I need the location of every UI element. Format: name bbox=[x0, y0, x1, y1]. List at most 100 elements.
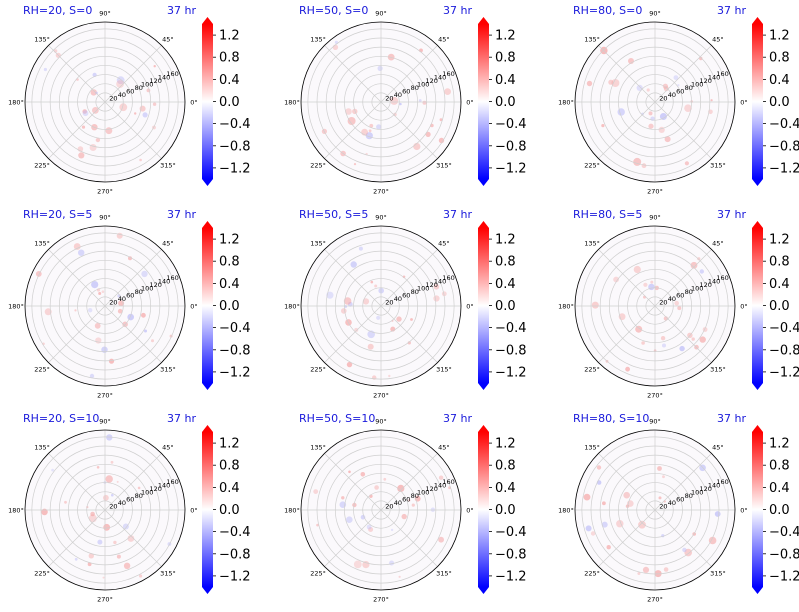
radial-tick-label: 160 bbox=[166, 274, 178, 282]
angle-tick-label: 90° bbox=[375, 418, 387, 426]
polar-frame bbox=[574, 225, 736, 387]
field-patch bbox=[425, 131, 431, 137]
radial-tick-label: 80 bbox=[685, 288, 693, 296]
colorbar-tick-label: −0.4 bbox=[769, 525, 799, 540]
radial-tick-label: 140 bbox=[158, 74, 170, 82]
radial-tick-label: 120 bbox=[149, 77, 161, 85]
angle-tick-label: 180° bbox=[284, 99, 300, 107]
angle-tick-label: 90° bbox=[99, 214, 111, 222]
angular-gridline bbox=[598, 509, 656, 567]
field-patch bbox=[602, 501, 606, 506]
radial-tick-label: 120 bbox=[699, 485, 711, 493]
field-patch bbox=[88, 514, 97, 523]
colorbar-tick-label: −0.4 bbox=[769, 321, 799, 336]
field-patch bbox=[628, 58, 634, 64]
panel-time-label: 37 hr bbox=[443, 208, 472, 221]
angle-tick-label: 180° bbox=[8, 99, 24, 107]
colorbar bbox=[478, 24, 489, 179]
radial-tick-label: 20 bbox=[109, 503, 117, 511]
colorbar-tick-label: 0.0 bbox=[495, 299, 516, 314]
colorbar-tick-label: −0.4 bbox=[769, 117, 799, 132]
radial-tick-label: 140 bbox=[708, 278, 720, 286]
radial-tick-label: 160 bbox=[442, 478, 454, 486]
field-patch bbox=[396, 316, 402, 322]
field-patch bbox=[103, 523, 111, 531]
angular-gridline bbox=[380, 249, 438, 307]
colorbar-extend-max bbox=[478, 425, 489, 432]
field-patch bbox=[674, 300, 679, 306]
colorbar-tick-label: −0.8 bbox=[769, 547, 799, 562]
colorbar-tick-label: −0.4 bbox=[495, 321, 527, 336]
angle-tick-label: 135° bbox=[584, 36, 600, 44]
field-patch bbox=[366, 524, 372, 530]
angle-tick-label: 225° bbox=[34, 365, 50, 373]
field-patch bbox=[677, 306, 682, 311]
field-patch bbox=[646, 88, 650, 92]
angle-tick-label: 270° bbox=[373, 188, 389, 196]
colorbar-tick-label: −1.2 bbox=[495, 365, 527, 380]
field-patch bbox=[353, 560, 362, 569]
field-patch bbox=[74, 309, 77, 312]
field-patch bbox=[679, 345, 685, 352]
field-patch bbox=[658, 496, 662, 500]
angular-gridline bbox=[104, 305, 162, 363]
field-patch bbox=[623, 491, 630, 499]
radial-tick-label: 20 bbox=[385, 503, 393, 511]
radial-tick-label: 80 bbox=[411, 492, 419, 500]
field-patch bbox=[369, 123, 374, 128]
polar-panel: RH=20, S=10 37 hr 90° 45° 0° 315° 270° 225° 180°… bbox=[8, 412, 250, 604]
radial-tick-label: 40 bbox=[118, 295, 126, 303]
field-patch bbox=[677, 84, 680, 87]
angle-tick-label: 0° bbox=[190, 303, 197, 311]
angular-gridline bbox=[380, 509, 438, 567]
angle-tick-label: 315° bbox=[436, 161, 452, 169]
angular-gridline bbox=[598, 305, 656, 363]
colorbar-tick-label: 0.4 bbox=[495, 481, 516, 496]
colorbar-tick-label: −0.8 bbox=[219, 343, 251, 358]
field-patch bbox=[596, 465, 602, 470]
radial-tick-label: 60 bbox=[402, 292, 410, 300]
field-patch bbox=[636, 84, 643, 91]
angle-tick-label: 135° bbox=[34, 444, 50, 452]
colorbar bbox=[752, 432, 763, 587]
angle-tick-label: 270° bbox=[97, 392, 113, 400]
angle-tick-label: 270° bbox=[97, 596, 113, 604]
field-patch bbox=[113, 540, 117, 545]
angular-gridline bbox=[104, 509, 162, 567]
angle-tick-label: 315° bbox=[160, 365, 176, 373]
angle-tick-label: 45° bbox=[162, 444, 174, 452]
colorbar-extend-min bbox=[478, 587, 489, 594]
radial-tick-label: 120 bbox=[425, 77, 437, 85]
field-patch bbox=[585, 525, 592, 532]
angle-tick-label: 180° bbox=[558, 507, 574, 515]
field-patch bbox=[74, 557, 78, 561]
angle-tick-label: 315° bbox=[710, 569, 726, 577]
field-patch bbox=[116, 80, 124, 88]
angle-tick-label: 180° bbox=[558, 303, 574, 311]
radial-tick-label: 140 bbox=[158, 482, 170, 490]
field-patch bbox=[662, 343, 666, 348]
field-patch bbox=[590, 531, 596, 536]
field-patch bbox=[625, 366, 630, 372]
colorbar-tick-label: −0.8 bbox=[495, 139, 527, 154]
field-patch bbox=[169, 334, 173, 338]
field-patch bbox=[383, 477, 387, 481]
radial-tick-label: 140 bbox=[708, 74, 720, 82]
field-patch bbox=[374, 485, 379, 490]
field-patch bbox=[601, 124, 605, 128]
radial-tick-label: 140 bbox=[158, 278, 170, 286]
angle-tick-label: 135° bbox=[310, 444, 326, 452]
angular-gridline bbox=[380, 305, 438, 363]
field-patch bbox=[433, 284, 440, 290]
angle-tick-label: 135° bbox=[310, 240, 326, 248]
field-patch bbox=[388, 374, 391, 378]
field-patch bbox=[633, 157, 642, 166]
colorbar-extend-min bbox=[202, 383, 213, 390]
radial-tick-label: 140 bbox=[434, 74, 446, 82]
field-patch bbox=[90, 89, 97, 96]
field-patch bbox=[321, 128, 327, 134]
colorbar-extend-min bbox=[202, 179, 213, 186]
colorbar-tick-label: 0.0 bbox=[769, 503, 790, 518]
colorbar-tick-label: 1.2 bbox=[495, 29, 516, 44]
